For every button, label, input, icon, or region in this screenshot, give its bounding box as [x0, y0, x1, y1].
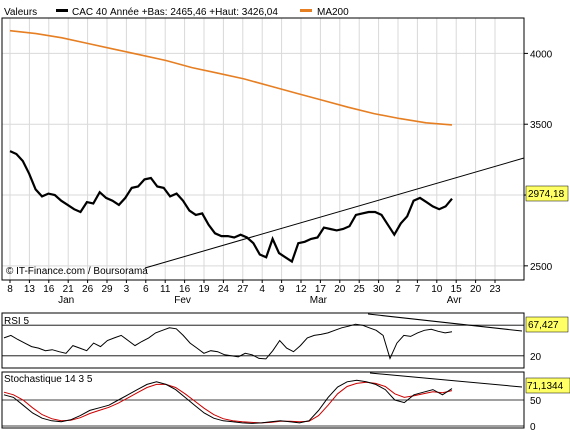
- y-tick-label: 3500: [530, 120, 553, 131]
- price-grid: [2, 18, 524, 280]
- x-tick-label: 29: [101, 284, 113, 295]
- stochastic-last-value-label: 71,1344: [527, 381, 564, 392]
- rsi-grid: [2, 324, 524, 357]
- x-tick-label: 11: [160, 284, 171, 295]
- stochastic-last-value-box: [525, 377, 570, 394]
- x-tick-label: 6: [143, 284, 149, 295]
- x-tick-label: 24: [218, 284, 230, 295]
- stochastic-panel: Stochastique 14 3 5 50 0 71,1344: [1, 371, 570, 430]
- osc-y-tick-label: 50: [530, 396, 542, 407]
- rsi-last-value-box: [525, 316, 569, 333]
- osc-y-tick-label: 20: [530, 352, 542, 363]
- x-tick-label: 7: [415, 284, 421, 295]
- x-tick-label: 20: [470, 284, 482, 295]
- x-tick-label: 17: [315, 284, 327, 295]
- stochastic-signal-line: [3, 381, 453, 424]
- x-tick-label: 20: [334, 284, 346, 295]
- series-cac40-line: [9, 150, 453, 264]
- trendline-price: [144, 157, 525, 269]
- x-day-ticks: 8 13 16 21 26 29 3 6 11 16 19 24 27 4 9 12 17 20 25 30 2 7 10 1…: [7, 280, 501, 295]
- header-symbol: CAC 40: [72, 7, 107, 18]
- x-tick-label: 3: [124, 284, 130, 295]
- stochastic-plot-frame: [1, 371, 525, 429]
- x-month-labels: Jan Fev Mar Avr: [58, 295, 462, 306]
- price-last-value-box: [525, 185, 569, 202]
- x-tick-label: 13: [24, 284, 36, 295]
- x-tick-label: 12: [295, 284, 307, 295]
- x-month-label: Fev: [174, 295, 191, 306]
- series-ma200-line: [9, 29, 453, 126]
- y-tick-label: 4000: [530, 49, 553, 60]
- price-y-ticks: 4000350030002500: [524, 49, 553, 273]
- x-tick-label: 16: [179, 284, 191, 295]
- price-panel: Valeurs CAC 40 Année +Bas: 2465,46 +Haut…: [1, 7, 569, 306]
- rsi-title: RSI 5: [4, 316, 29, 327]
- x-tick-label: 26: [82, 284, 94, 295]
- legend-swatch-cac40: [56, 9, 68, 12]
- x-tick-label: 10: [431, 284, 443, 295]
- stochastic-main-line: [3, 379, 453, 424]
- x-tick-label: 23: [489, 284, 501, 295]
- stochastic-grid: [2, 399, 524, 427]
- legend-swatch-ma200: [300, 9, 312, 12]
- rsi-panel: RSI 5 8020 67,427: [1, 312, 569, 369]
- header-year-range: Année +Bas: 2465,46 +Haut: 3426,04: [110, 7, 278, 18]
- stochastic-title: Stochastique 14 3 5: [4, 374, 93, 385]
- x-tick-label: 2: [395, 284, 401, 295]
- x-tick-label: 25: [354, 284, 366, 295]
- price-plot-frame: [1, 17, 525, 281]
- rsi-last-value-label: 67,427: [528, 320, 559, 331]
- header-ma200: MA200: [317, 7, 349, 18]
- x-tick-label: 8: [7, 284, 13, 295]
- osc-y-tick-label: 0: [530, 422, 536, 430]
- x-tick-label: 27: [237, 284, 249, 295]
- x-tick-label: 4: [259, 284, 265, 295]
- x-month-label: Mar: [310, 295, 328, 306]
- x-tick-label: 30: [373, 284, 385, 295]
- header-valeurs: Valeurs: [4, 7, 37, 18]
- rsi-trendline: [367, 313, 523, 332]
- x-tick-label: 9: [279, 284, 285, 295]
- x-tick-label: 19: [198, 284, 210, 295]
- x-tick-label: 21: [63, 284, 75, 295]
- x-tick-label: 15: [451, 284, 463, 295]
- x-month-label: Avr: [447, 295, 462, 306]
- x-tick-label: 16: [43, 284, 55, 295]
- price-last-value-label: 2974,18: [528, 189, 565, 200]
- stochastic-trendline: [369, 372, 523, 388]
- x-month-label: Jan: [58, 295, 74, 306]
- rsi-line: [3, 323, 453, 360]
- credit-text: © IT-Finance.com / Boursorama: [6, 266, 148, 277]
- stochastic-y-ticks: 50 0: [530, 396, 542, 430]
- y-tick-label: 2500: [530, 262, 553, 273]
- rsi-plot-frame: [1, 312, 525, 369]
